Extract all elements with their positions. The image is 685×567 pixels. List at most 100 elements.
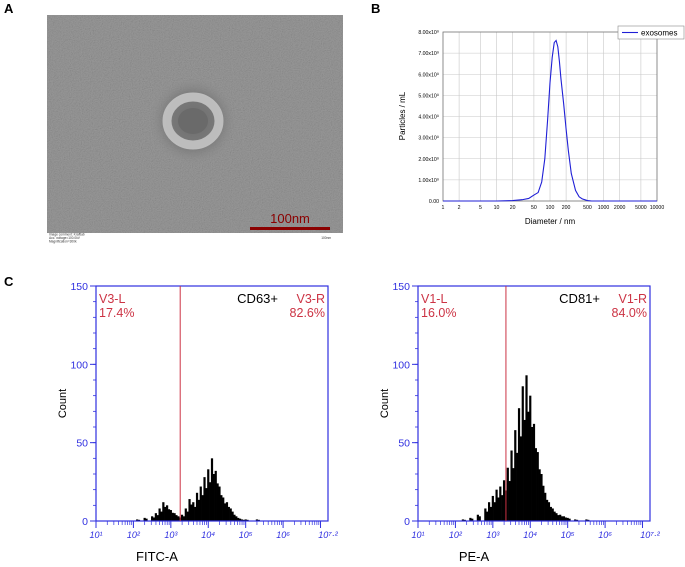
gate-right-percent: 84.0% (612, 306, 647, 320)
histogram-bar (201, 495, 204, 521)
histogram-bar (510, 450, 513, 521)
histogram-bar (529, 395, 532, 521)
nta-y-tick-label: 1.00x10⁹ (418, 178, 439, 184)
histogram-bar (487, 502, 491, 521)
vesicle-core (178, 108, 208, 134)
histogram-bar (560, 516, 564, 521)
nta-x-tick-label: 5000 (635, 205, 647, 211)
histogram-bar (532, 423, 536, 521)
nta-x-tick-label: 200 (562, 205, 571, 211)
histogram-bar (521, 386, 524, 521)
fc-x-tick-label: 10⁷·² (318, 530, 338, 540)
fc-y-tick-label: 50 (398, 438, 410, 450)
histogram-bar (240, 519, 244, 521)
histogram-bar (255, 519, 259, 521)
fc-x-tick-label: 10⁶ (276, 530, 290, 540)
vesicle-membrane (162, 92, 224, 150)
tem-image: 100nm Image comment: Kraftlab Acc. volta… (47, 15, 343, 244)
marker-label: CD81+ (559, 291, 600, 306)
tem-caption-strip (47, 233, 343, 244)
histogram-bar (461, 519, 465, 521)
histogram-bar (169, 510, 172, 521)
histogram-bar (165, 505, 169, 521)
fc-x-tick-label: 10¹ (411, 530, 424, 540)
histogram-bar (238, 518, 242, 521)
histogram-bar (547, 502, 551, 521)
nta-grid (442, 31, 658, 202)
gate-left-percent: 16.0% (421, 306, 456, 320)
histogram-bar (486, 511, 489, 521)
histogram-bar (493, 502, 496, 521)
fc-x-tick-label: 10⁷·² (640, 530, 660, 540)
fc-y-tick-label: 50 (76, 438, 88, 450)
histogram-bar (143, 517, 146, 521)
histogram-bar (564, 517, 567, 521)
flow-histogram-cd81: 0 50 100 150 10¹ 10² 10³ 10⁴ 10⁵ 10⁶ 10⁷·² V1-L16.0… (379, 281, 661, 564)
fc-x-tick-label: 10² (127, 530, 141, 540)
histogram-bar (551, 508, 554, 521)
histogram-bar (222, 497, 225, 521)
histogram-bar (574, 519, 577, 521)
histogram-bar (171, 512, 174, 521)
scale-bar-label: 100nm (270, 211, 310, 226)
histogram-bar (233, 514, 236, 521)
histogram-bar (531, 427, 534, 521)
histogram-bar (502, 480, 506, 521)
histogram-bar (184, 508, 187, 521)
fc-x-tick-label: 10⁴ (523, 530, 537, 540)
histogram-bar (562, 516, 566, 521)
histogram-bar (164, 506, 167, 521)
histogram-bar (506, 467, 509, 521)
histogram-bar (542, 485, 545, 521)
panel-label-b: B (371, 1, 381, 16)
histogram-bar (194, 506, 197, 521)
histogram-bar (203, 477, 206, 521)
histogram-bar (210, 458, 214, 521)
histogram-bar (536, 452, 539, 521)
nta-x-label: Diameter / nm (525, 217, 576, 226)
nta-y-tick-label: 2.00x10⁹ (418, 157, 439, 163)
histogram-bar (192, 502, 195, 521)
histogram-bar (540, 474, 543, 521)
histogram-bar (512, 468, 515, 521)
fc-x-tick-label: 10³ (486, 530, 500, 540)
histogram-bar (154, 513, 157, 521)
fc-cd81-plot: 0 50 100 150 10¹ 10² 10³ 10⁴ 10⁵ 10⁶ 10⁷·² V1-L16.0… (379, 281, 661, 564)
histogram-bar (162, 502, 165, 521)
histogram-bar (145, 518, 148, 521)
histogram-bar (478, 516, 481, 521)
nta-x-tick-label: 1 (442, 205, 445, 211)
gate-left-name: V3-L (99, 292, 125, 306)
histogram-bar (544, 492, 547, 521)
histogram-bar (516, 452, 519, 521)
histogram-bar (136, 519, 139, 521)
fc-y-tick-label: 100 (392, 359, 410, 371)
panel-label-a: A (4, 1, 14, 16)
histogram-bar (227, 506, 230, 521)
nta-y-tick-label: 7.00x10⁹ (418, 51, 439, 57)
histogram-bar (489, 506, 493, 521)
fc-y-tick-label: 150 (392, 281, 410, 293)
nta-x-tick-label: 5 (479, 205, 482, 211)
histogram-bar (229, 508, 232, 521)
histogram-bar (175, 515, 178, 521)
nta-y-label: Particles / mL (398, 91, 407, 140)
nta-legend: exosomes (617, 25, 685, 40)
fc-x-tick-label: 10⁵ (239, 530, 253, 540)
histogram-bar (212, 474, 215, 521)
nta-legend-box (617, 25, 685, 40)
histogram-bar (177, 516, 180, 521)
histogram-bar (549, 506, 552, 521)
histogram-bar (538, 469, 541, 521)
fc-plot-frame (417, 285, 651, 522)
histogram-bar (491, 495, 494, 521)
tem-caption-scale: 100nm (321, 236, 331, 240)
histogram-bar (525, 375, 528, 521)
histogram-bar (559, 514, 562, 521)
histogram-bar (190, 504, 193, 521)
gate-left-name: V1-L (421, 292, 447, 306)
nta-plot-frame (442, 31, 658, 202)
histogram-bar (469, 517, 472, 521)
histogram-bar (237, 517, 240, 521)
histogram-bar (514, 430, 517, 521)
